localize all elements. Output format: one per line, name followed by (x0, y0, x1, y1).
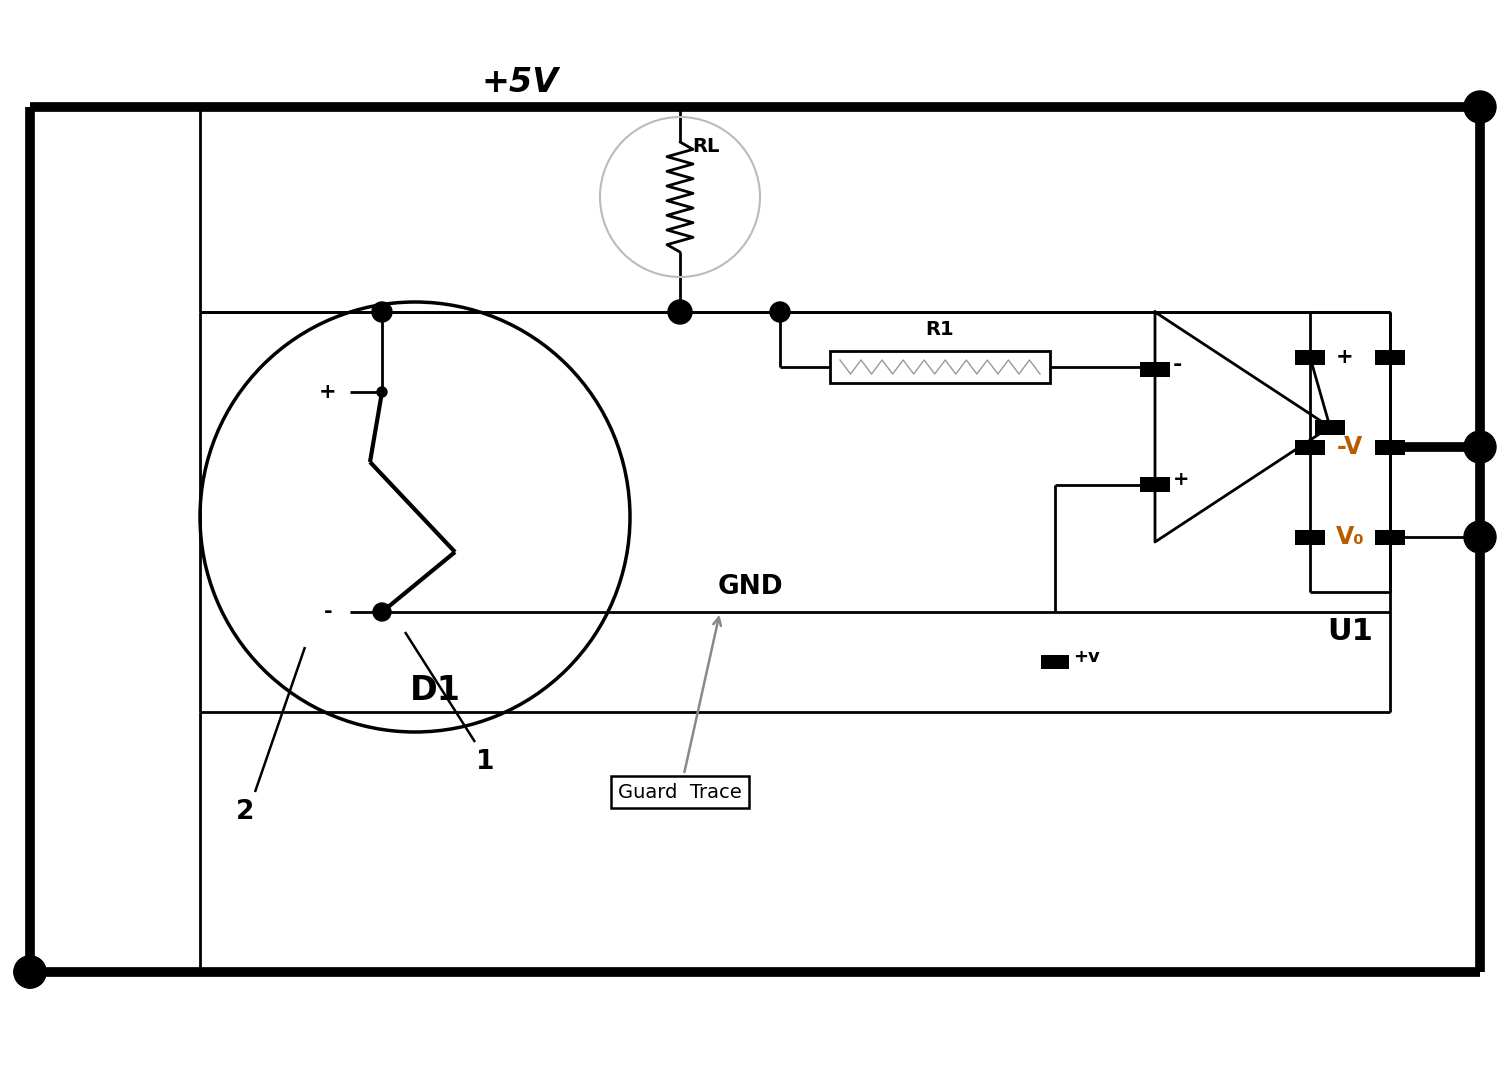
Text: +v: +v (1073, 648, 1100, 666)
Text: R1: R1 (925, 320, 954, 339)
Circle shape (770, 302, 791, 322)
FancyBboxPatch shape (830, 351, 1050, 383)
Circle shape (14, 956, 45, 988)
FancyBboxPatch shape (1375, 440, 1405, 455)
Text: -: - (1172, 354, 1183, 375)
Text: +5V: +5V (481, 66, 558, 99)
Circle shape (1464, 521, 1495, 553)
FancyBboxPatch shape (1139, 477, 1169, 492)
Text: 2: 2 (235, 799, 254, 825)
Text: 1: 1 (475, 749, 495, 775)
Text: +: + (1335, 347, 1354, 367)
Text: +: + (1172, 469, 1189, 489)
Text: -: - (324, 602, 332, 622)
Text: V₀: V₀ (1335, 525, 1364, 550)
Text: +: + (320, 382, 337, 402)
Circle shape (1464, 431, 1495, 463)
FancyBboxPatch shape (1041, 655, 1068, 669)
Text: RL: RL (693, 137, 720, 156)
Circle shape (1464, 91, 1495, 123)
FancyBboxPatch shape (1375, 350, 1405, 365)
Circle shape (14, 956, 45, 988)
FancyBboxPatch shape (1295, 350, 1325, 365)
FancyBboxPatch shape (1295, 529, 1325, 544)
FancyBboxPatch shape (1295, 440, 1325, 455)
Circle shape (668, 300, 693, 324)
Text: GND: GND (717, 574, 783, 600)
FancyBboxPatch shape (1139, 362, 1169, 377)
Circle shape (373, 302, 392, 322)
FancyBboxPatch shape (1375, 529, 1405, 544)
Text: D1: D1 (409, 674, 460, 707)
FancyBboxPatch shape (1314, 419, 1345, 434)
Circle shape (373, 603, 391, 621)
Text: -V: -V (1337, 435, 1363, 459)
Text: U1: U1 (1326, 617, 1373, 646)
Text: Guard  Trace: Guard Trace (619, 618, 742, 801)
Circle shape (377, 387, 386, 397)
